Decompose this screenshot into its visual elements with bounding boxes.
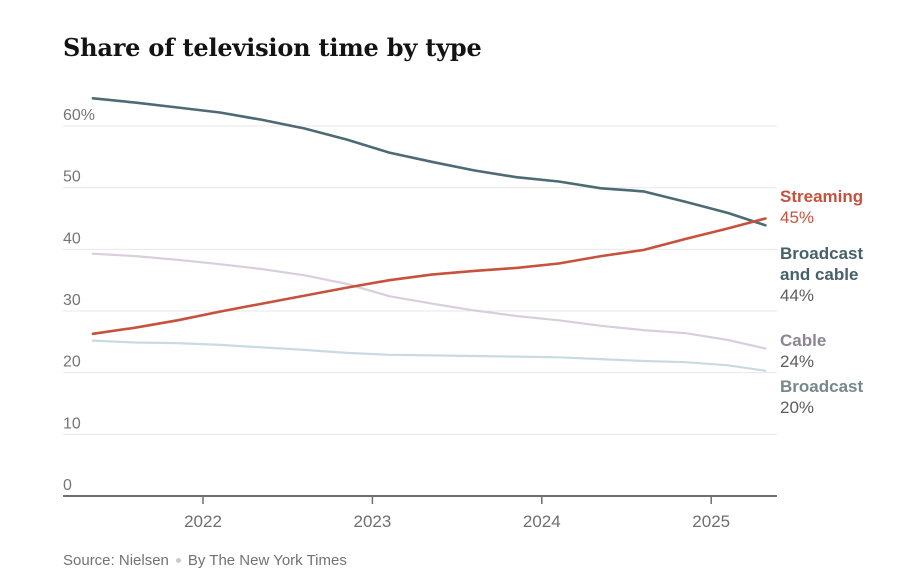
byline-text: By The New York Times (187, 552, 347, 569)
legend-label: Streaming (780, 187, 864, 206)
legend-value: 45% (780, 208, 815, 227)
chart-title: Share of television time by type (63, 33, 482, 62)
series-line-broadcast-and-cable (91, 97, 767, 227)
y-tick-label: 50 (63, 169, 81, 186)
source-line: Source: Nielsen By The New York Times (63, 552, 347, 569)
x-tick-label: 2025 (692, 512, 730, 531)
legend-value: 20% (780, 398, 815, 417)
y-tick-label: 40 (63, 230, 81, 247)
y-tick-label: 30 (63, 292, 81, 309)
series-line-streaming (91, 217, 767, 336)
y-tick-label: 20 (63, 354, 81, 371)
legend-label: Broadcast (780, 377, 864, 396)
y-tick-label: 10 (63, 415, 81, 432)
x-tick-label: 2023 (353, 512, 391, 531)
chart-canvas: 0 10 20 30 40 50 60% 2022 2023 2024 2025 (63, 97, 777, 531)
series-line-cable (91, 252, 767, 350)
legend-label: Cable (780, 331, 827, 350)
legend-label: and cable (780, 265, 859, 284)
legend-value: 24% (780, 352, 815, 371)
source-text: Source: Nielsen (63, 552, 169, 569)
y-tick-label: 60% (63, 107, 95, 124)
dot-separator-icon (175, 557, 181, 563)
x-tick-label: 2024 (523, 512, 561, 531)
legend-broadcast: Broadcast 20% (780, 376, 912, 418)
series-line-broadcast (91, 339, 767, 372)
legend-cable: Cable 24% (780, 330, 912, 372)
legend-value: 44% (780, 286, 815, 305)
x-tick-label: 2022 (184, 512, 222, 531)
legend-broadcast-and-cable: Broadcast and cable 44% (780, 243, 912, 306)
legend-streaming: Streaming 45% (780, 186, 912, 228)
legend-label: Broadcast (780, 244, 864, 263)
y-tick-label: 0 (63, 477, 72, 494)
